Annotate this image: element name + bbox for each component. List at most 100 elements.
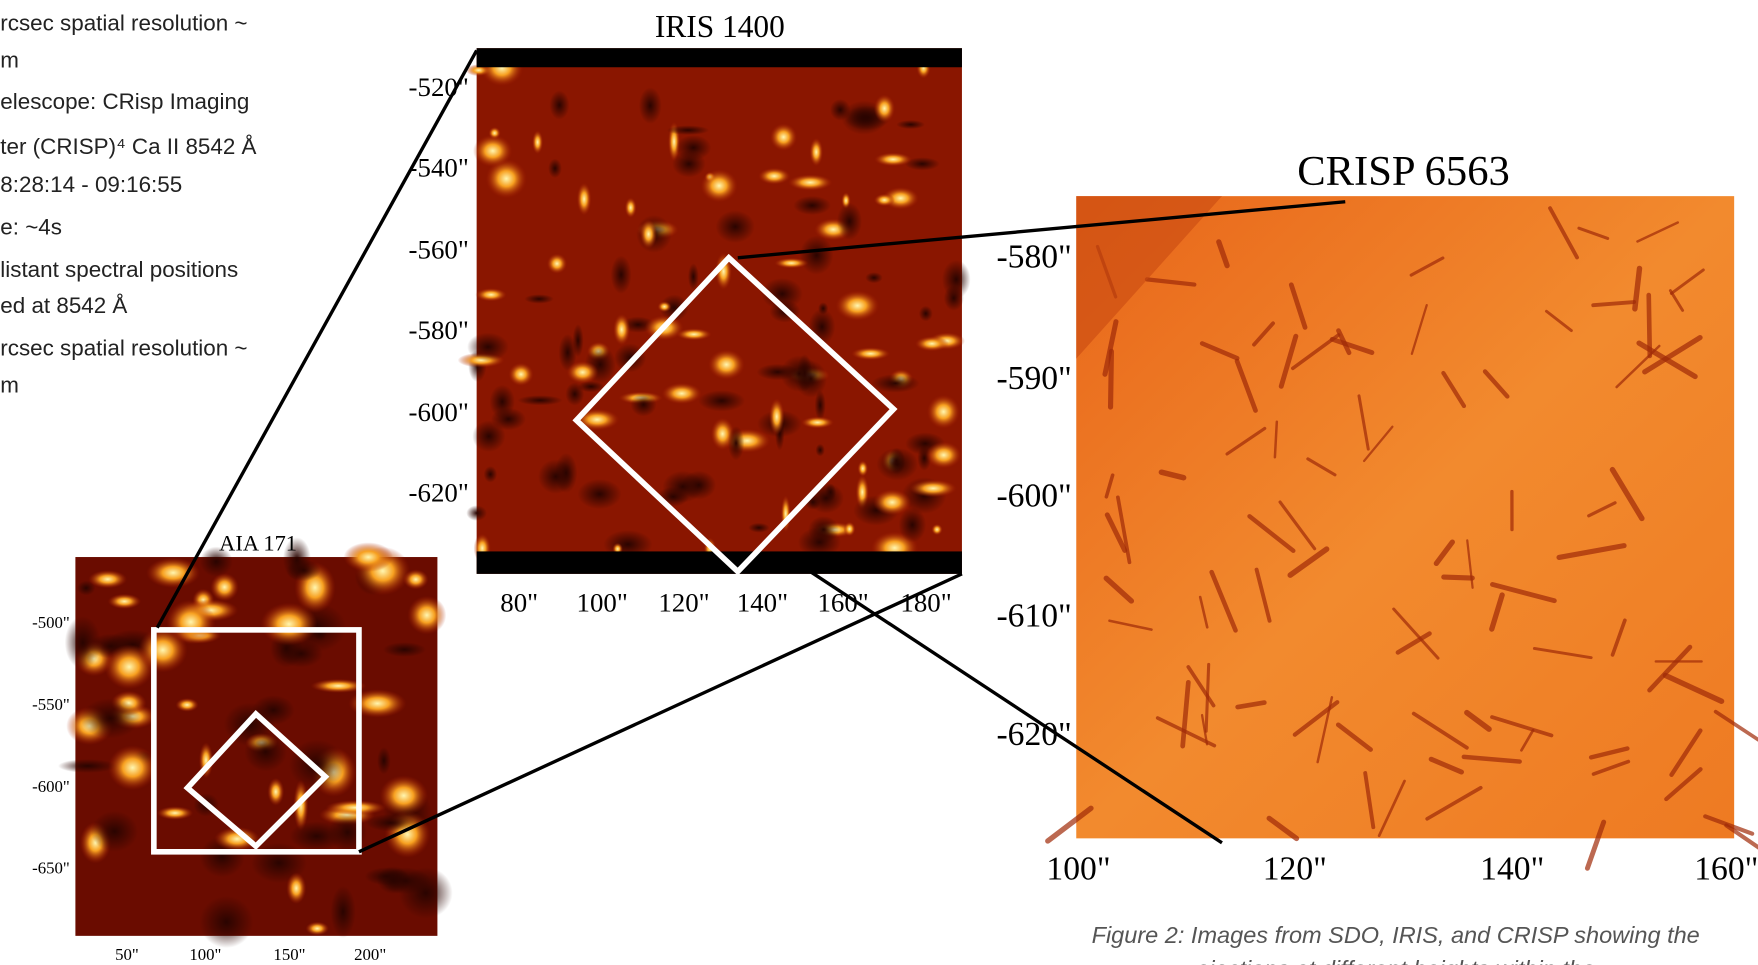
texture: [166, 600, 215, 645]
x-tick-label: 140": [737, 587, 788, 617]
texture: [567, 361, 599, 384]
y-tick-label: -650": [32, 859, 70, 878]
x-tick-label: 200": [354, 945, 386, 964]
y-tick-label: -620": [996, 716, 1071, 753]
texture: [639, 87, 662, 124]
texture: [801, 416, 834, 428]
texture: [77, 581, 95, 596]
texture: [871, 374, 919, 393]
texture: [837, 203, 862, 240]
bullet-text: m: [0, 48, 19, 73]
texture: [377, 747, 391, 774]
texture: [611, 256, 632, 294]
texture: [473, 135, 512, 168]
texture: [524, 294, 553, 303]
texture: [286, 559, 320, 581]
texture: [770, 123, 797, 151]
texture: [769, 398, 784, 435]
texture: [874, 194, 895, 207]
bullet-text: rcsec spatial resolution ~: [0, 336, 247, 361]
texture: [640, 220, 657, 249]
texture: [815, 444, 824, 457]
y-tick-label: -580": [409, 315, 469, 345]
caption: ejections at different heights within th…: [1196, 956, 1595, 965]
iris-image: [458, 48, 971, 574]
texture: [330, 886, 355, 938]
texture: [81, 698, 141, 738]
y-tick-label: -610": [996, 597, 1071, 634]
texture: [716, 210, 755, 243]
texture: [475, 288, 507, 301]
x-tick-label: 120": [658, 587, 709, 617]
texture: [1111, 351, 1112, 407]
texture: [909, 480, 957, 498]
y-tick-label: -500": [32, 613, 70, 632]
texture: [774, 258, 808, 269]
texture: [549, 90, 569, 119]
crisp-image: [1048, 196, 1758, 868]
y-tick-label: -600": [996, 477, 1071, 514]
texture: [631, 393, 657, 417]
texture: [344, 542, 394, 572]
texture: [757, 364, 799, 380]
texture: [835, 290, 879, 320]
texture: [927, 395, 960, 429]
bullet-text: ed at 8542 Å: [0, 293, 127, 318]
texture: [662, 383, 702, 404]
texture: [532, 130, 543, 154]
texture: [578, 479, 622, 509]
x-tick-label: 160": [817, 587, 868, 617]
texture: [267, 778, 284, 806]
texture: [286, 872, 306, 904]
x-tick-label: 100": [577, 587, 628, 617]
texture: [613, 314, 630, 346]
texture: [508, 363, 533, 386]
texture: [857, 460, 868, 476]
y-tick-label: -540": [409, 153, 469, 183]
texture: [748, 523, 769, 533]
texture: [944, 285, 964, 310]
texture: [657, 301, 671, 312]
y-tick-label: -590": [996, 360, 1071, 397]
x-tick-label: 50": [115, 945, 139, 964]
slide: IRIS 1400 AIA 171 CRISP 6563 -520"-540"-…: [0, 0, 1758, 965]
texture: [261, 603, 318, 646]
page: IRIS 1400 AIA 171 CRISP 6563 -520"-540"-…: [0, 0, 1758, 965]
texture: [548, 159, 562, 178]
texture: [874, 152, 912, 166]
texture: [108, 745, 157, 790]
texture: [708, 349, 745, 379]
texture: [108, 594, 141, 609]
texture: [676, 328, 712, 340]
x-tick-label: 100": [189, 945, 221, 964]
aia-image: [58, 537, 453, 948]
texture: [896, 120, 925, 129]
texture: [667, 125, 710, 135]
texture: [484, 466, 497, 482]
texture: [851, 347, 890, 360]
texture: [380, 775, 428, 816]
crisp-title: CRISP 6563: [1297, 148, 1510, 195]
texture: [555, 453, 578, 493]
texture: [698, 390, 745, 411]
texture: [1444, 577, 1472, 578]
x-tick-label: 140": [1480, 851, 1544, 888]
bullet-text: m: [0, 373, 19, 398]
texture: [625, 197, 637, 218]
y-tick-label: -550": [32, 695, 70, 714]
texture: [91, 811, 138, 852]
y-tick-label: -580": [996, 239, 1071, 276]
texture: [466, 505, 487, 521]
texture: [157, 806, 193, 819]
texture: [210, 573, 238, 601]
texture: [808, 309, 835, 345]
texture: [383, 642, 426, 657]
texture: [728, 426, 744, 460]
texture: [407, 596, 446, 635]
texture: [797, 354, 812, 392]
texture: [788, 174, 833, 190]
y-tick-label: -560": [409, 234, 469, 264]
y-tick-label: -600": [32, 777, 70, 796]
x-tick-label: 80": [500, 587, 538, 617]
x-tick-label: 100": [1046, 851, 1110, 888]
